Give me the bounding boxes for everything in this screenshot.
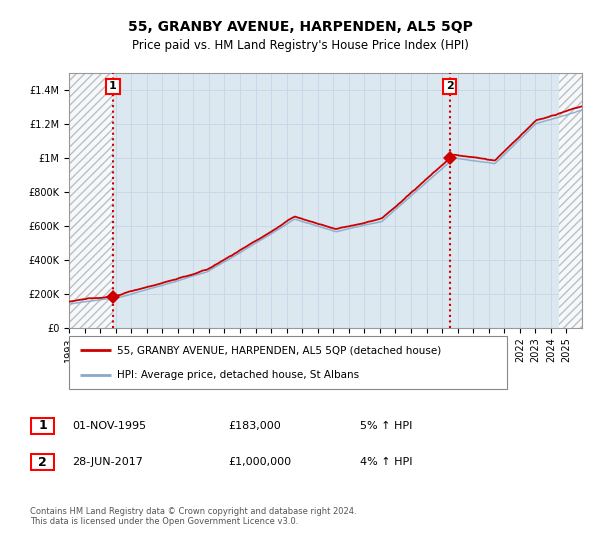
Bar [69,73,113,328]
Text: 2: 2 [38,455,47,469]
Text: HPI: Average price, detached house, St Albans: HPI: Average price, detached house, St A… [117,370,359,380]
Text: Contains HM Land Registry data © Crown copyright and database right 2024.
This d: Contains HM Land Registry data © Crown c… [30,507,356,526]
FancyBboxPatch shape [31,418,54,433]
FancyBboxPatch shape [69,336,507,389]
Text: 55, GRANBY AVENUE, HARPENDEN, AL5 5QP (detached house): 55, GRANBY AVENUE, HARPENDEN, AL5 5QP (d… [117,346,442,356]
Text: 1: 1 [38,419,47,432]
Text: 2: 2 [446,81,454,91]
Text: 4% ↑ HPI: 4% ↑ HPI [360,457,413,467]
FancyBboxPatch shape [31,454,54,470]
Text: 55, GRANBY AVENUE, HARPENDEN, AL5 5QP: 55, GRANBY AVENUE, HARPENDEN, AL5 5QP [128,20,472,34]
Text: 01-NOV-1995: 01-NOV-1995 [72,421,146,431]
Text: 28-JUN-2017: 28-JUN-2017 [72,457,143,467]
Text: Price paid vs. HM Land Registry's House Price Index (HPI): Price paid vs. HM Land Registry's House … [131,39,469,52]
Bar [559,73,582,328]
Text: 5% ↑ HPI: 5% ↑ HPI [360,421,412,431]
Text: £1,000,000: £1,000,000 [228,457,291,467]
Text: 1: 1 [109,81,117,91]
Text: £183,000: £183,000 [228,421,281,431]
